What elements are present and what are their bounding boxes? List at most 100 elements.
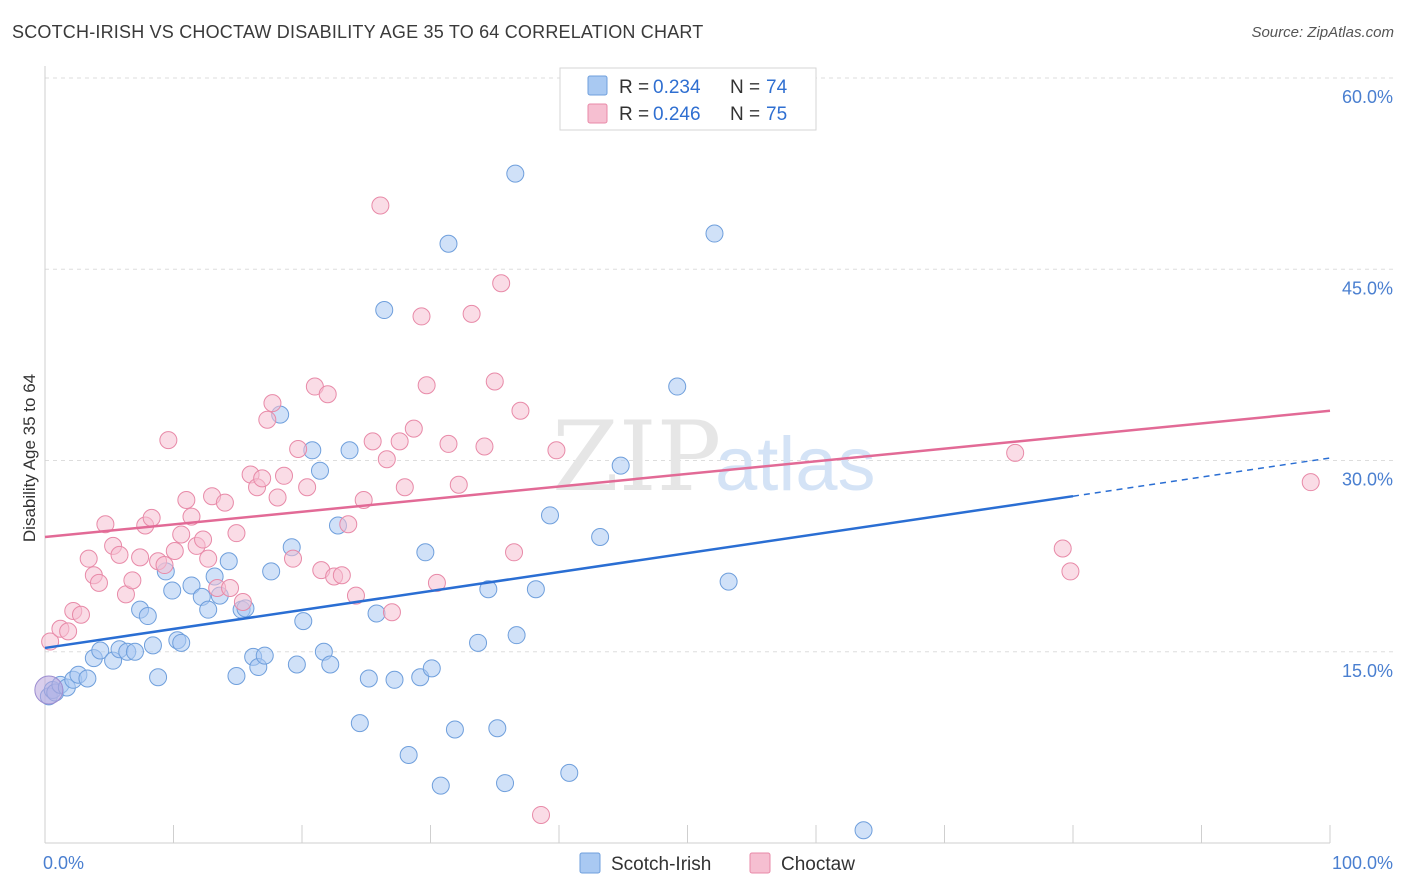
choctaw-point	[258, 410, 277, 429]
scotch-irish-point	[294, 612, 313, 631]
choctaw-point	[492, 274, 511, 293]
choctaw-point	[131, 548, 150, 567]
legend-r-label: R =	[619, 104, 649, 125]
choctaw-point	[96, 515, 115, 534]
bottom-legend-swatch-choctaw	[749, 852, 771, 874]
bottom-legend: Scotch-Irish Choctaw	[579, 852, 855, 875]
choctaw-point	[511, 401, 530, 420]
scotch-irish-point	[310, 461, 329, 480]
scotch-irish-point	[591, 528, 610, 546]
choctaw-point	[89, 573, 108, 592]
choctaw-point	[182, 507, 201, 526]
scotch-irish-point	[445, 720, 464, 739]
trend-lines	[44, 409, 1331, 650]
scotch-irish-point	[705, 224, 724, 243]
scotch-irish-point	[182, 576, 201, 595]
choctaw-point	[339, 515, 358, 534]
choctaw-point	[275, 466, 294, 485]
choctaw-point	[59, 622, 78, 641]
legend-n-value: 74	[766, 77, 788, 98]
choctaw-point	[123, 571, 142, 590]
choctaw-point	[363, 432, 382, 451]
choctaw-point	[390, 432, 409, 451]
legend-swatch-scotch-irish	[587, 75, 608, 96]
choctaw-point	[346, 586, 365, 605]
scotch-irish-point	[479, 580, 498, 599]
scotch-irish-point	[125, 642, 144, 661]
choctaw-point	[417, 376, 436, 395]
choctaw-point	[427, 573, 446, 592]
choctaw-point	[172, 525, 191, 544]
bottom-legend-choctaw: Choctaw	[781, 854, 855, 875]
choctaw-point	[1006, 443, 1025, 462]
scotch-irish-point	[854, 821, 873, 840]
scotch-irish-point	[560, 763, 579, 782]
choctaw-point	[215, 493, 234, 512]
choctaw-point	[332, 566, 351, 585]
legend-n-value: 75	[766, 104, 787, 125]
choctaw-point	[1061, 562, 1080, 581]
legend-r-value: 0.246	[653, 104, 701, 125]
choctaw-point	[505, 543, 524, 562]
scotch-irish-point	[78, 669, 97, 688]
y-tick-labels: 15.0% 30.0% 45.0% 60.0%	[1342, 87, 1393, 681]
scotch-irish-point	[219, 552, 238, 571]
x-tick-label: 0.0%	[43, 853, 84, 873]
watermark: ZIP atlas	[552, 401, 876, 513]
scotch-irish-point	[488, 719, 507, 738]
scotch-irish-point	[416, 543, 435, 562]
choctaw-point	[475, 437, 494, 456]
choctaw-point	[439, 434, 458, 453]
scotch-irish-trend-line	[44, 494, 1074, 650]
choctaw-point	[199, 549, 218, 568]
choctaw-points	[41, 196, 1320, 824]
scotch-irish-point	[163, 581, 182, 600]
chart-title: SCOTCH-IRISH VS CHOCTAW DISABILITY AGE 3…	[12, 22, 704, 42]
scotch-irish-point	[399, 746, 418, 765]
legend-n-label: N =	[730, 104, 760, 125]
bottom-legend-scotch-irish: Scotch-Irish	[611, 854, 711, 875]
scotch-irish-point	[375, 301, 394, 320]
y-axis-label: Disability Age 35 to 64	[20, 374, 39, 542]
scotch-irish-point	[172, 633, 191, 652]
scotch-irish-point	[506, 164, 525, 183]
grid-lines	[45, 77, 1395, 653]
choctaw-point	[371, 196, 390, 215]
choctaw-point	[318, 385, 337, 404]
choctaw-point	[263, 394, 282, 413]
scotch-irish-point	[262, 562, 281, 581]
choctaw-point	[79, 549, 98, 568]
choctaw-point	[532, 805, 551, 824]
source-label: Source: ZipAtlas.com	[1251, 24, 1394, 41]
choctaw-point	[289, 440, 308, 459]
choctaw-point	[298, 478, 317, 497]
scotch-irish-point	[227, 666, 246, 685]
scotch-irish-point	[359, 669, 378, 688]
scotch-irish-point	[91, 641, 110, 660]
choctaw-point	[233, 593, 252, 612]
choctaw-point	[485, 372, 504, 391]
choctaw-point	[1301, 473, 1320, 492]
y-tick-label: 60.0%	[1342, 87, 1393, 107]
scotch-irish-point	[138, 607, 157, 626]
choctaw-trend-line	[44, 409, 1331, 539]
y-tick-label: 30.0%	[1342, 470, 1393, 490]
choctaw-point	[177, 491, 196, 510]
scotch-irish-point	[287, 655, 306, 674]
choctaw-point	[71, 605, 90, 624]
y-tick-label: 15.0%	[1342, 661, 1393, 681]
axes	[44, 66, 1331, 844]
scotch-irish-point	[34, 675, 64, 705]
scotch-irish-points	[34, 164, 873, 840]
scotch-irish-point	[719, 572, 738, 591]
choctaw-point	[382, 603, 401, 622]
scotch-irish-point	[321, 655, 340, 674]
scotch-irish-point	[668, 377, 687, 396]
choctaw-point	[449, 475, 468, 494]
y-tick-label: 45.0%	[1342, 278, 1393, 298]
x-tick-labels: 0.0% 100.0%	[43, 853, 1393, 873]
choctaw-point	[155, 556, 174, 575]
legend-n-label: N =	[730, 77, 760, 98]
scotch-irish-point	[385, 670, 404, 689]
